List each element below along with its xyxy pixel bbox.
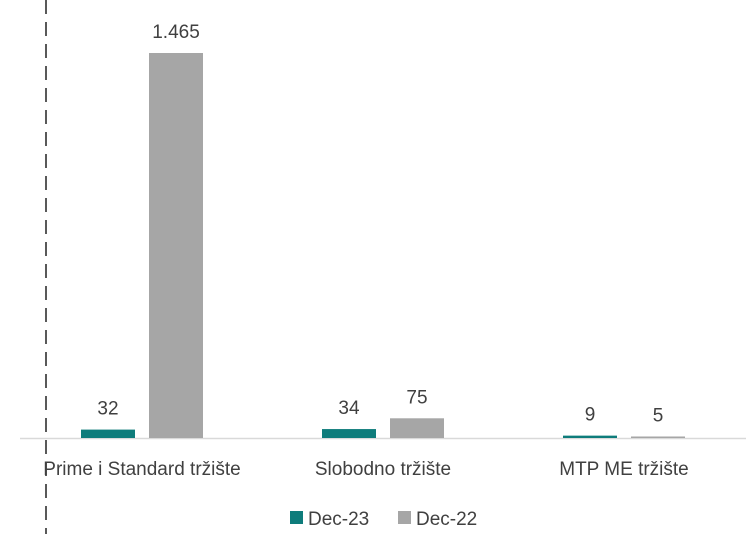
bar-dec-23-1	[322, 429, 376, 438]
bar-dec-22-2	[631, 436, 685, 438]
x-tick-label: MTP ME tržište	[559, 459, 689, 480]
data-label: 9	[585, 405, 596, 426]
x-tick-labels-group: Prime i Standard tržište Slobodno tržište…	[43, 459, 688, 480]
bar-dec-22-1	[390, 418, 444, 438]
x-tick-label: Slobodno tržište	[315, 459, 451, 480]
bar-dec-23-2	[563, 435, 617, 438]
legend-label: Dec-22	[416, 509, 477, 530]
bars-group	[81, 53, 685, 438]
data-labels-group: 32 1.465 34 75 9 5	[97, 22, 663, 427]
data-label: 34	[338, 398, 360, 419]
data-label: 5	[653, 406, 664, 427]
bar-dec-23-0	[81, 429, 135, 438]
legend-swatch	[290, 511, 303, 524]
legend: Dec-23 Dec-22	[290, 509, 477, 530]
x-tick-label: Prime i Standard tržište	[43, 459, 240, 480]
legend-swatch	[398, 511, 411, 524]
data-label: 75	[406, 387, 427, 408]
data-label: 32	[97, 399, 118, 420]
data-label: 1.465	[152, 22, 200, 43]
legend-label: Dec-23	[308, 509, 369, 530]
bar-dec-22-0	[149, 53, 203, 438]
